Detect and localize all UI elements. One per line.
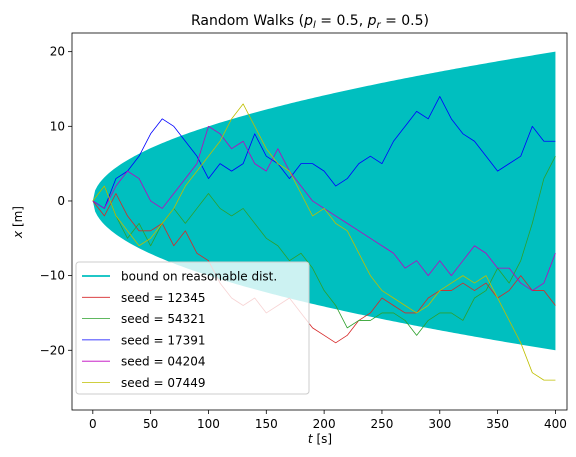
- x-axis-unit: [s]: [313, 432, 332, 446]
- y-axis-ticks: −20 −10 0 10 20: [40, 45, 72, 357]
- title-pl-symbol: p: [303, 13, 313, 29]
- reasonable-distance-band: [92, 51, 556, 351]
- x-tick-label: 0: [89, 417, 97, 431]
- y-tick-label: 0: [57, 194, 65, 208]
- x-tick-label: 400: [544, 417, 567, 431]
- x-tick-label: 200: [313, 417, 336, 431]
- legend-entries: bound on reasonable dist. seed = 12345 see…: [82, 270, 277, 390]
- legend-label-2: seed = 54321: [121, 312, 206, 326]
- title-pr-sub: r: [377, 20, 382, 31]
- y-axis-title: x [m]: [11, 206, 25, 239]
- plot-area: [71, 32, 568, 411]
- x-tick-label: 300: [428, 417, 451, 431]
- legend: bound on reasonable dist. seed = 12345 see…: [75, 261, 310, 395]
- x-tick-label: 250: [371, 417, 394, 431]
- y-tick-label: 20: [50, 45, 65, 59]
- title-pr-symbol: p: [367, 13, 377, 29]
- x-tick-label: 150: [255, 417, 278, 431]
- title-pl-eq: = 0.5,: [316, 13, 368, 29]
- x-axis-symbol: t: [308, 432, 314, 446]
- x-tick-label: 100: [197, 417, 220, 431]
- legend-label-1: seed = 12345: [121, 291, 206, 305]
- y-tick-label: −20: [40, 343, 65, 357]
- x-axis-title: t [s]: [308, 432, 332, 446]
- series-line-5: [92, 103, 556, 381]
- title-pl-sub: l: [313, 20, 316, 31]
- legend-label-4: seed = 04204: [121, 355, 206, 369]
- x-axis-ticks: 0 50 100 150 200 250 300 350 400: [89, 410, 567, 431]
- legend-label-0: bound on reasonable dist.: [121, 270, 277, 284]
- chart-title: Random Walks (pl = 0.5, pr = 0.5): [191, 13, 429, 31]
- title-pr-eq: = 0.5: [381, 13, 424, 29]
- legend-label-5: seed = 07449: [121, 376, 206, 390]
- legend-box: [75, 261, 310, 395]
- legend-label-3: seed = 17391: [121, 333, 206, 347]
- series-line-3: [92, 96, 556, 209]
- plot-frame: [71, 32, 568, 411]
- y-axis-symbol: x: [11, 230, 25, 239]
- series-line-1: [92, 193, 556, 344]
- x-tick-label: 50: [143, 417, 158, 431]
- title-prefix: Random Walks (: [191, 13, 304, 29]
- y-tick-label: 10: [50, 119, 65, 133]
- x-tick-label: 350: [486, 417, 509, 431]
- y-tick-label: −10: [40, 269, 65, 283]
- y-axis-unit: [m]: [11, 206, 25, 231]
- title-suffix: ): [424, 13, 429, 29]
